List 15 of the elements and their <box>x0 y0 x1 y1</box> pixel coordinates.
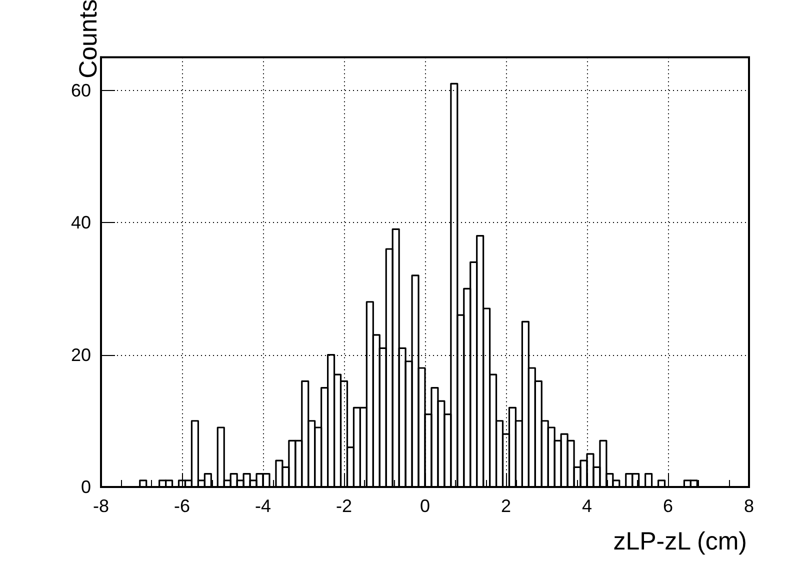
x-tick-label: -8 <box>92 496 110 516</box>
x-axis-title: zLP-zL (cm) <box>613 528 747 556</box>
y-tick-label: 40 <box>70 212 91 233</box>
x-tick-label: 2 <box>500 496 512 516</box>
x-tick-label: 4 <box>582 496 592 516</box>
y-tick-label: 60 <box>70 80 91 100</box>
x-tick-label: 0 <box>420 496 430 516</box>
x-tick-label: -2 <box>336 496 352 516</box>
y-axis-title: Counts <box>74 0 102 78</box>
y-tick-label: 20 <box>70 344 91 365</box>
x-tick-label: -6 <box>174 496 190 516</box>
y-tick-label: 0 <box>80 477 91 497</box>
x-tick-label: -4 <box>254 496 272 516</box>
x-tick-label: 6 <box>662 496 674 516</box>
x-tick-label: 8 <box>744 496 754 516</box>
